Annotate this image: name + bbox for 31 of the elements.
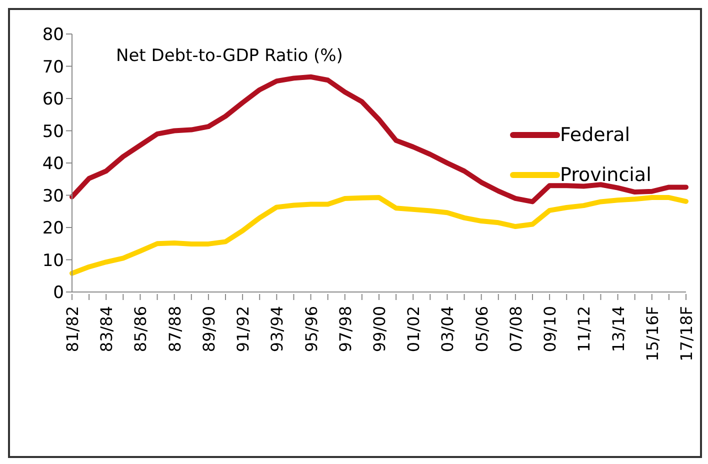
x-tick-label: 05/06: [472, 306, 492, 352]
x-tick-label: 97/98: [336, 306, 355, 352]
y-tick-label: 80: [42, 25, 64, 46]
x-tick-label: 83/84: [97, 306, 116, 352]
x-tick-label: 85/86: [131, 306, 150, 352]
y-tick-label: 10: [42, 250, 64, 271]
x-tick-label: 89/90: [199, 306, 218, 352]
legend-label: Provincial: [560, 164, 652, 186]
x-tick-label: 03/04: [438, 306, 458, 352]
x-tick-label: 93/94: [268, 306, 287, 352]
x-tick-label: 15/16F: [642, 306, 662, 362]
y-tick-label: 0: [53, 283, 64, 304]
x-tick-label: 99/00: [370, 306, 389, 352]
y-tick-label: 40: [42, 154, 64, 174]
x-tick-label: 09/10: [540, 306, 560, 352]
x-tick-label: 95/96: [302, 306, 321, 352]
x-tick-label: 17/18F: [677, 306, 696, 362]
x-tick-label: 13/14: [608, 306, 628, 352]
x-tick-label: 91/92: [234, 306, 253, 352]
y-tick-label: 20: [42, 218, 64, 239]
x-tick-label: 11/12: [574, 306, 594, 352]
y-tick-label: 70: [42, 57, 64, 78]
x-tick-label: 07/08: [506, 306, 526, 352]
x-tick-label: 81/82: [63, 306, 82, 352]
x-tick-label: 01/02: [404, 306, 424, 352]
y-tick-label: 30: [42, 186, 64, 206]
legend-label: Federal: [560, 124, 630, 146]
x-tick-label: 87/88: [165, 306, 184, 352]
y-tick-label: 50: [42, 122, 64, 142]
y-tick-label: 60: [42, 90, 64, 110]
text: Net Debt-to-GDP Ratio (%): [116, 46, 343, 66]
